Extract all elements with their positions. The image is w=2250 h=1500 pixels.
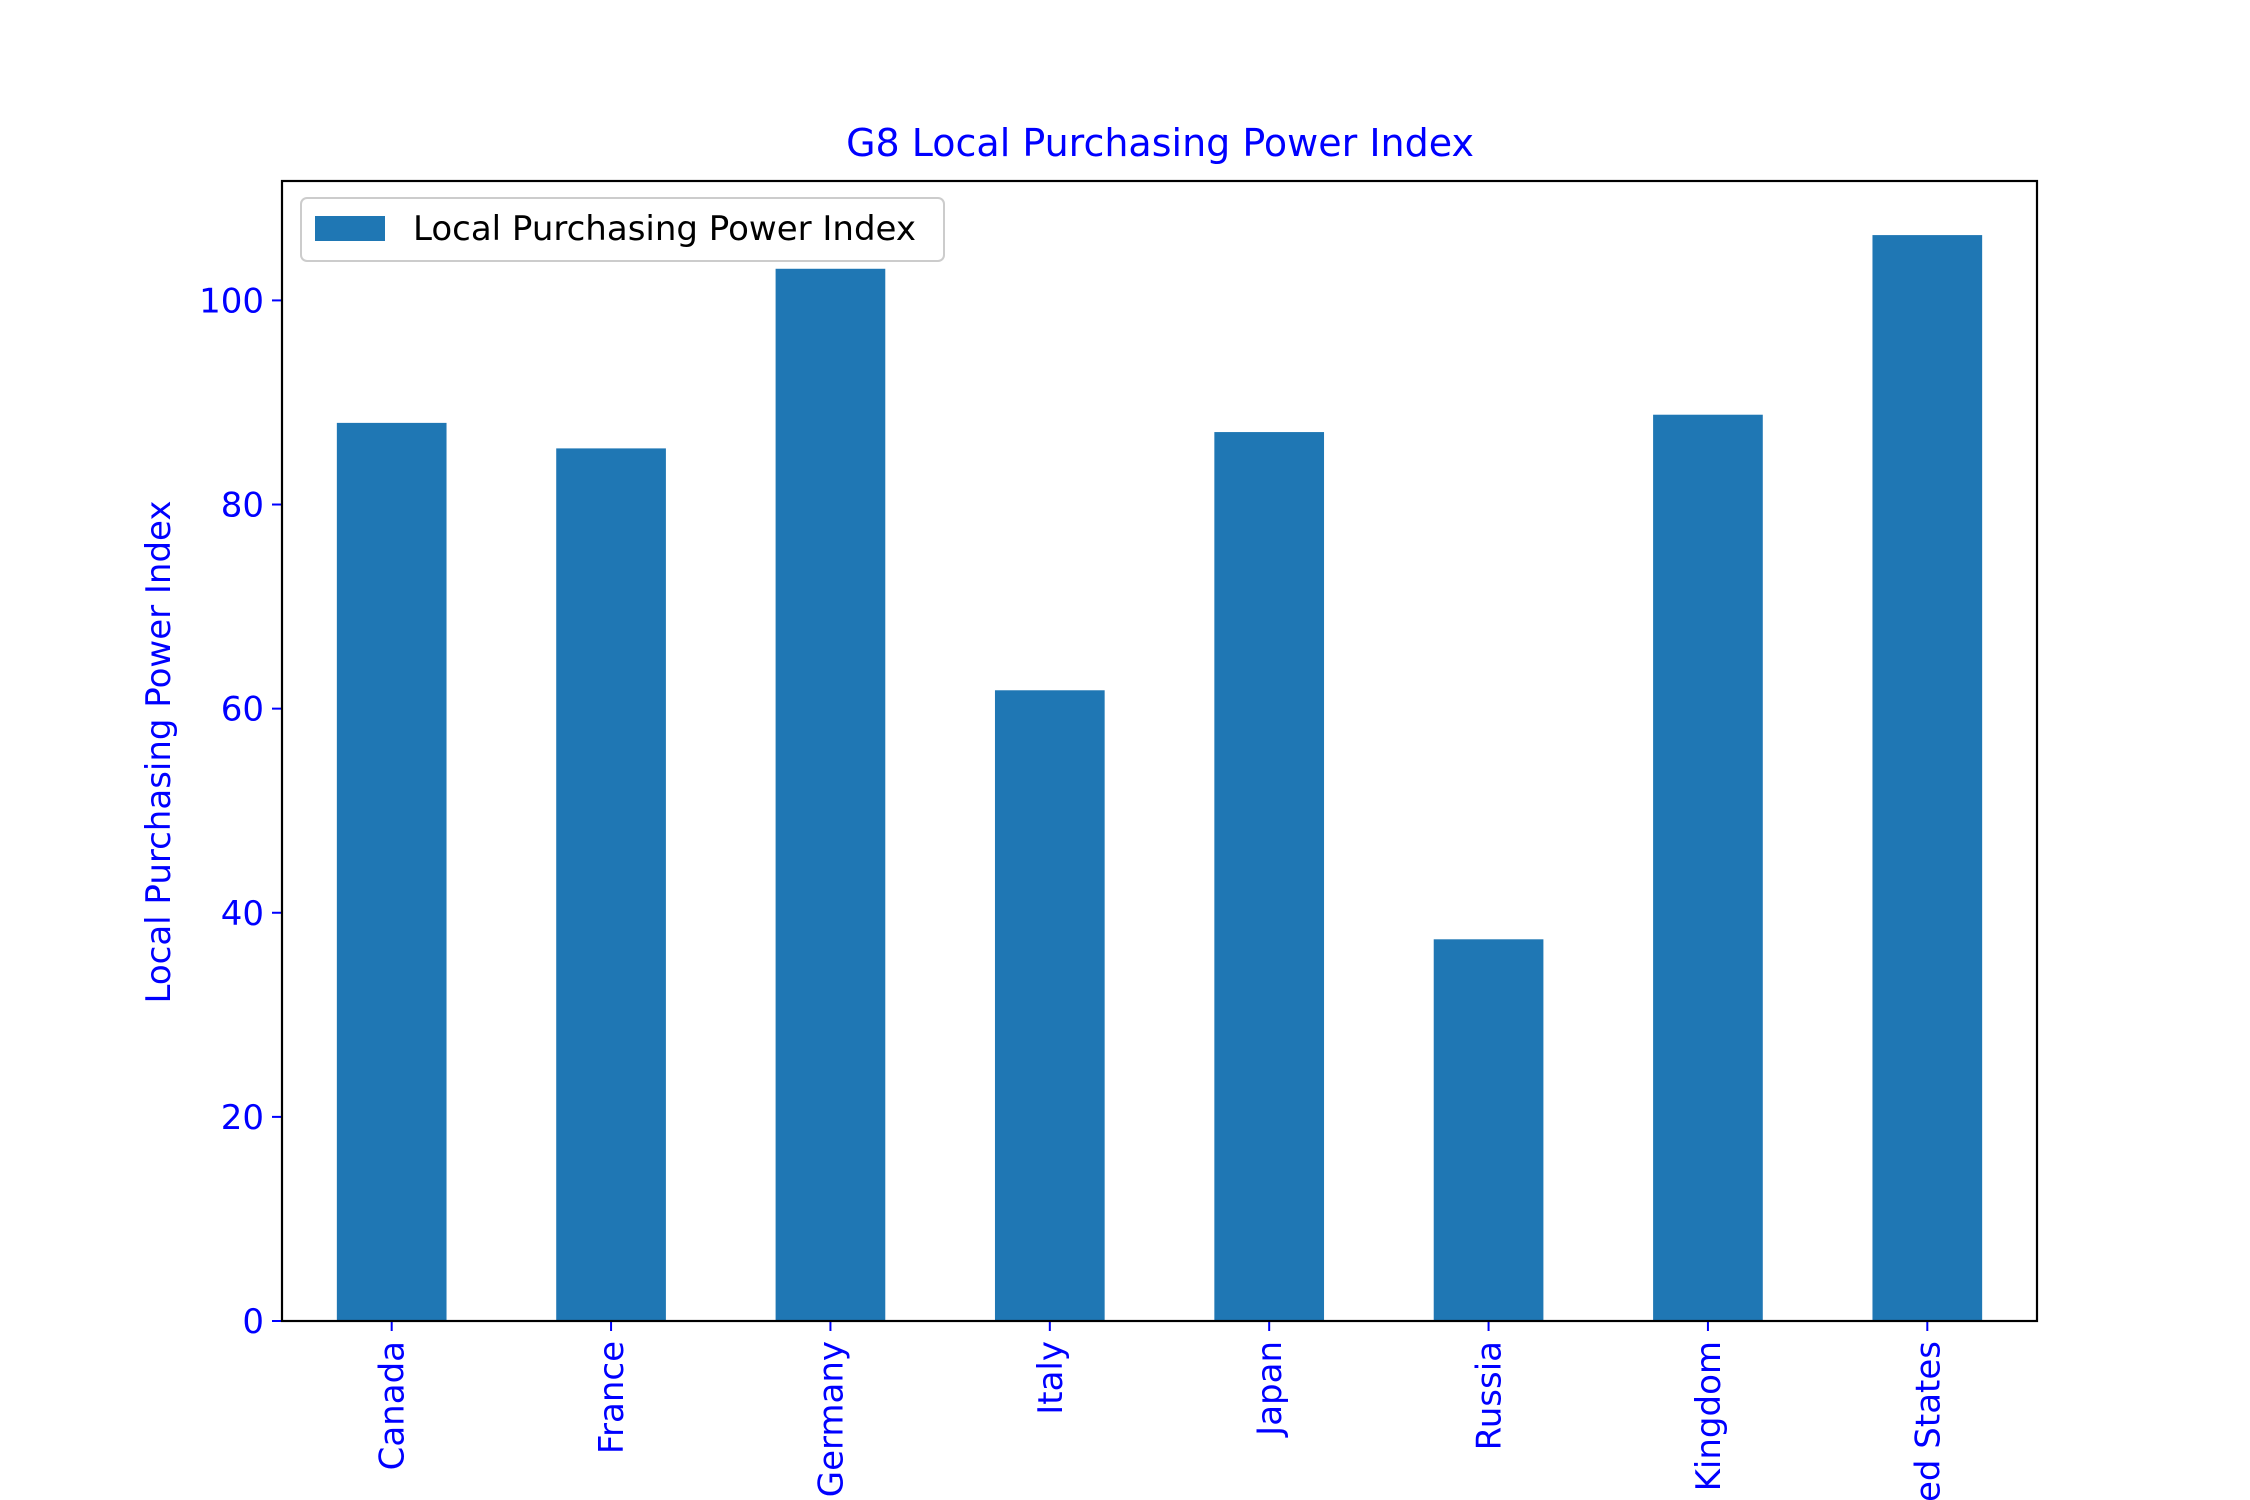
y-tick-label: 60	[221, 690, 264, 730]
x-tick-label: Japan	[1250, 1341, 1290, 1438]
legend: Local Purchasing Power Index	[300, 197, 945, 262]
bar-germany	[775, 268, 886, 1322]
y-tick-label: 0	[242, 1302, 264, 1342]
x-tick-label: Kingdom	[1689, 1341, 1729, 1491]
y-tick-label: 20	[221, 1098, 264, 1138]
bar-russia	[1433, 939, 1544, 1321]
y-tick-label: 80	[221, 486, 264, 526]
x-tick-label: Italy	[1031, 1341, 1071, 1415]
bar-kingdom	[1653, 414, 1763, 1321]
x-tick-label: Germany	[811, 1341, 851, 1497]
x-tick-label: Russia	[1470, 1341, 1510, 1450]
bar-japan	[1214, 432, 1325, 1321]
x-tick-label: Canada	[373, 1341, 413, 1470]
y-axis-label: Local Purchasing Power Index	[139, 501, 179, 1004]
y-tick-label: 40	[221, 894, 264, 934]
legend-box	[300, 197, 945, 262]
bar-italy	[994, 690, 1105, 1321]
y-tick-label: 100	[199, 281, 264, 321]
bar-canada	[336, 422, 447, 1322]
bar-france	[556, 448, 666, 1322]
y-axis-ticks: 0 20 40 60 80 100	[199, 281, 282, 1342]
chart-title: G8 Local Purchasing Power Index	[846, 121, 1474, 165]
legend-label: Local Purchasing Power Index	[413, 209, 916, 249]
plot-frame	[280, 179, 2039, 1323]
legend-swatch	[315, 216, 385, 241]
bars-layer	[336, 235, 1983, 1322]
x-tick-label: France	[592, 1341, 632, 1454]
x-tick-label: ed States	[1908, 1341, 1948, 1500]
x-axis-ticks: Canada France Germany Italy Japan Russia Kingd…	[373, 1321, 1948, 1500]
bar-ed-states	[1872, 235, 1983, 1321]
